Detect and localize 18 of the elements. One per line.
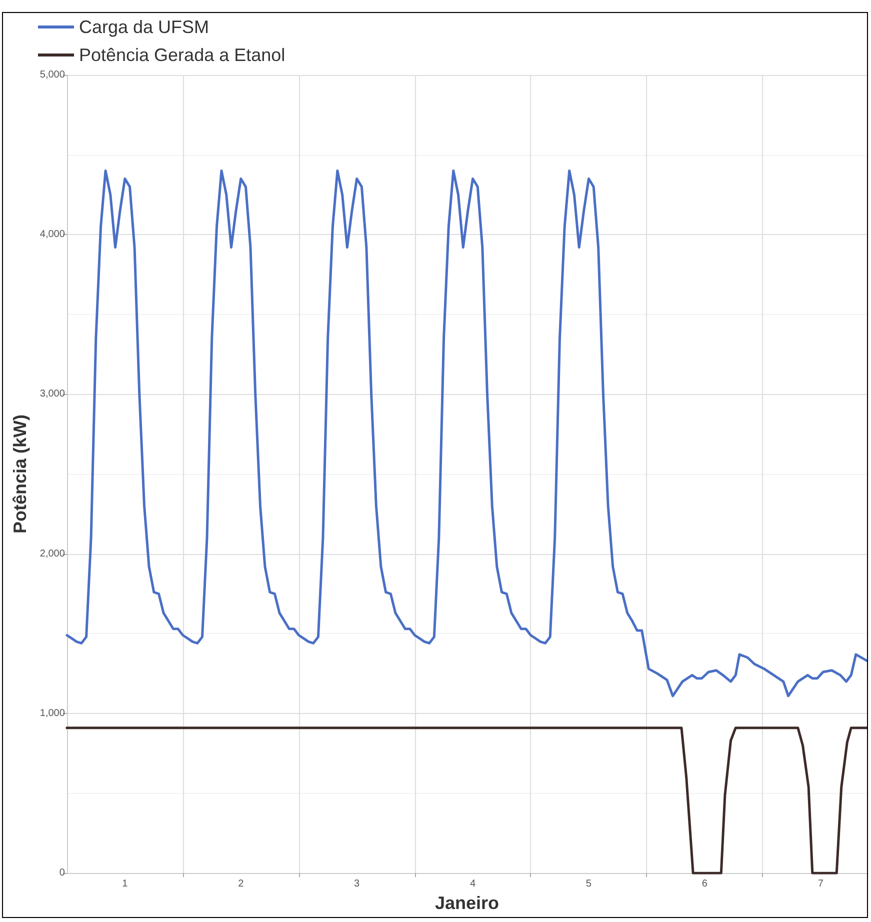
y-tick-label: 5,000	[40, 70, 66, 80]
x-tick-label: 5	[586, 878, 592, 890]
x-tick-label: 1	[122, 878, 128, 890]
line-series	[66, 170, 867, 698]
x-tick-label: 4	[470, 878, 476, 890]
y-tick-label: 0	[59, 868, 66, 879]
y-tick-label: 1,000	[40, 708, 66, 719]
legend-label: Carga da UFSM	[79, 17, 210, 37]
legend-label: Potência Gerada a Etanol	[79, 45, 286, 65]
y-tick-label: 4,000	[40, 229, 66, 240]
y-axis-title: Potência (kW)	[10, 414, 30, 534]
x-tick-label: 3	[354, 878, 360, 890]
x-tick-label: 7	[818, 878, 824, 890]
x-tick-label: 6	[702, 878, 708, 890]
y-tick-label: 2,000	[40, 548, 66, 560]
x-tick-label: 2	[238, 878, 244, 890]
x-axis-title: Janeiro	[434, 893, 499, 913]
y-tick-label: 3,000	[40, 388, 66, 400]
